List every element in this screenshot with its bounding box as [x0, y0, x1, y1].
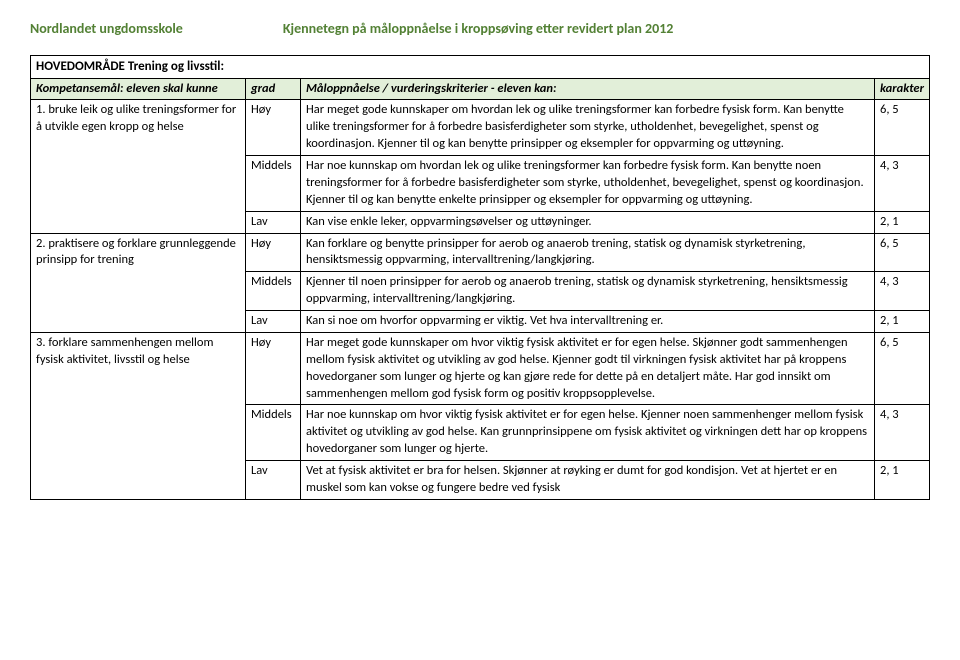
- school-name: Nordlandet ungdomsskole: [30, 20, 183, 37]
- criteria-cell: Har noe kunnskap om hvor viktig fysisk a…: [301, 405, 875, 461]
- level-cell: Middels: [246, 405, 301, 461]
- page-title: Kjennetegn på måloppnåelse i kroppsøving…: [283, 20, 674, 37]
- criteria-table: HOVEDOMRÅDE Trening og livsstil: Kompeta…: [30, 55, 930, 500]
- level-cell: Lav: [246, 461, 301, 500]
- page-header: Nordlandet ungdomsskole Kjennetegn på må…: [30, 20, 930, 37]
- criteria-cell: Kan si noe om hvorfor oppvarming er vikt…: [301, 311, 875, 333]
- goal-cell: 2. praktisere og forklare grunnleggende …: [31, 233, 246, 332]
- col-header-level: grad: [246, 78, 301, 100]
- section-title: HOVEDOMRÅDE Trening og livsstil:: [31, 56, 930, 79]
- grade-cell: 2, 1: [875, 311, 930, 333]
- col-header-criteria: Måloppnåelse / vurderingskriterier - ele…: [301, 78, 875, 100]
- grade-cell: 6, 5: [875, 100, 930, 156]
- level-cell: Lav: [246, 211, 301, 233]
- table-row: 1. bruke leik og ulike treningsformer fo…: [31, 100, 930, 156]
- grade-cell: 4, 3: [875, 156, 930, 212]
- level-cell: Middels: [246, 156, 301, 212]
- goal-cell: 1. bruke leik og ulike treningsformer fo…: [31, 100, 246, 233]
- level-cell: Høy: [246, 332, 301, 405]
- grade-cell: 4, 3: [875, 272, 930, 311]
- grade-cell: 4, 3: [875, 405, 930, 461]
- table-row: 3. forklare sammenhengen mellom fysisk a…: [31, 332, 930, 405]
- level-cell: Lav: [246, 311, 301, 333]
- criteria-cell: Har meget gode kunnskaper om hvordan lek…: [301, 100, 875, 156]
- criteria-cell: Kan vise enkle leker, oppvarmingsøvelser…: [301, 211, 875, 233]
- column-header-row: Kompetansemål: eleven skal kunne grad Må…: [31, 78, 930, 100]
- level-cell: Høy: [246, 233, 301, 272]
- table-row: 2. praktisere og forklare grunnleggende …: [31, 233, 930, 272]
- grade-cell: 6, 5: [875, 332, 930, 405]
- section-title-row: HOVEDOMRÅDE Trening og livsstil:: [31, 56, 930, 79]
- criteria-cell: Vet at fysisk aktivitet er bra for helse…: [301, 461, 875, 500]
- grade-cell: 2, 1: [875, 461, 930, 500]
- col-header-grade: karakter: [875, 78, 930, 100]
- level-cell: Middels: [246, 272, 301, 311]
- grade-cell: 6, 5: [875, 233, 930, 272]
- criteria-cell: Kan forklare og benytte prinsipper for a…: [301, 233, 875, 272]
- grade-cell: 2, 1: [875, 211, 930, 233]
- criteria-cell: Har noe kunnskap om hvordan lek og ulike…: [301, 156, 875, 212]
- level-cell: Høy: [246, 100, 301, 156]
- col-header-goal: Kompetansemål: eleven skal kunne: [31, 78, 246, 100]
- goal-cell: 3. forklare sammenhengen mellom fysisk a…: [31, 332, 246, 499]
- criteria-cell: Har meget gode kunnskaper om hvor viktig…: [301, 332, 875, 405]
- criteria-cell: Kjenner til noen prinsipper for aerob og…: [301, 272, 875, 311]
